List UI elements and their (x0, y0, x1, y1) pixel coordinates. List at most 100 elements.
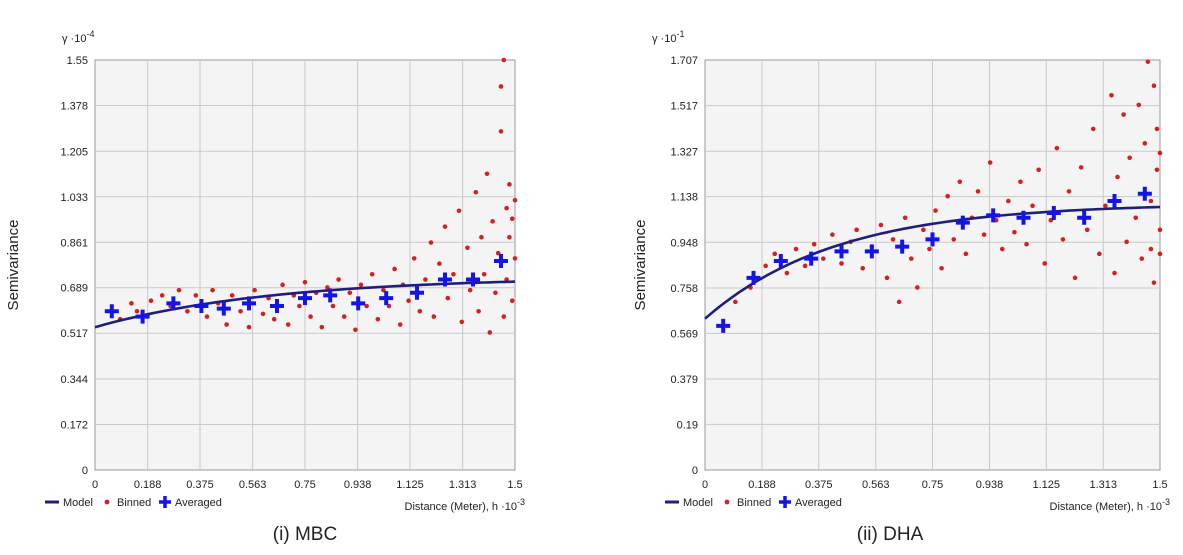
binned-point (1112, 270, 1117, 276)
x-tick-label: 0.938 (976, 479, 1004, 491)
binned-point (252, 287, 257, 293)
binned-point (369, 271, 375, 277)
binned-point (473, 189, 479, 195)
binned-point (854, 227, 859, 233)
binned-point (411, 256, 417, 261)
binned-point (1142, 141, 1148, 146)
binned-point (957, 179, 963, 185)
binned-point (176, 287, 182, 293)
binned-point (134, 308, 140, 314)
binned-point (1157, 251, 1163, 257)
x-tick-label: 0 (92, 479, 98, 491)
binned-point (148, 298, 154, 304)
binned-point (821, 256, 826, 261)
x-axis-label-exponent: -3 (517, 497, 525, 507)
binned-point (417, 308, 423, 314)
binned-point (280, 282, 285, 288)
binned-point (397, 322, 403, 327)
binned-point (431, 314, 437, 319)
x-tick-label: 0.375 (186, 479, 214, 491)
binned-point (1018, 179, 1023, 185)
averaged-point (773, 254, 788, 269)
binned-point (981, 232, 987, 237)
binned-point (159, 293, 165, 298)
binned-point (1103, 203, 1108, 209)
binned-point (246, 324, 252, 330)
y-tick-label: 1.707 (670, 55, 698, 67)
binned-point (260, 311, 266, 317)
binned-point (512, 256, 518, 261)
binned-point (1157, 227, 1163, 233)
x-tick-label: 1.313 (1090, 479, 1118, 491)
binned-point (437, 261, 442, 266)
binned-point (392, 266, 397, 272)
averaged-point (466, 272, 480, 287)
binned-point (476, 308, 481, 314)
binned-point (793, 246, 799, 252)
y-tick-label: 1.517 (670, 101, 698, 113)
binned-point (1024, 241, 1029, 247)
binned-point (498, 84, 504, 89)
x-tick-label: 0.563 (239, 479, 267, 491)
binned-point (884, 275, 890, 281)
binned-point (347, 290, 353, 296)
y-axis-label: Semivariance (5, 220, 22, 311)
averaged-point (1046, 205, 1061, 220)
binned-point (915, 285, 920, 290)
binned-point (507, 182, 512, 187)
averaged-point (895, 239, 910, 254)
averaged-point (986, 208, 1001, 223)
binned-point (987, 160, 993, 165)
binned-point (1090, 126, 1096, 132)
averaged-point (270, 299, 284, 313)
binned-point (285, 322, 291, 327)
binned-point (465, 245, 470, 251)
x-tick-label: 0.75 (922, 479, 943, 491)
legend-averaged-swatch (779, 496, 791, 508)
legend-binned-swatch (104, 499, 110, 505)
binned-point (490, 219, 495, 224)
binned-point (467, 287, 473, 293)
binned-point (921, 227, 926, 233)
x-tick-label: 0.188 (748, 479, 776, 491)
y-tick-label: 0.758 (670, 283, 698, 295)
binned-point (896, 299, 902, 305)
x-tick-label: 0.75 (294, 479, 315, 491)
averaged-point (298, 291, 312, 306)
binned-point (210, 287, 215, 293)
averaged-point (716, 318, 731, 333)
y-axis-multiplier-exponent: -1 (676, 29, 684, 39)
semivariogram-panel-mbc: 0 0.172 0.344 0.517 0.689 0.861 1.033 1.205 1.37… (0, 0, 560, 525)
binned-point (493, 290, 498, 296)
binned-point (878, 222, 884, 228)
averaged-point (135, 309, 150, 324)
binned-point (479, 234, 484, 240)
averaged-point (925, 232, 940, 247)
binned-point (1054, 145, 1060, 151)
averaged-point (438, 272, 452, 287)
binned-point (459, 319, 465, 325)
averaged-point (242, 296, 256, 311)
semivariogram-chart-dha: 0 0.19 0.379 0.569 0.758 0.948 1.138 1.327 1.517… (632, 29, 1170, 513)
binned-point (358, 282, 364, 288)
binned-point (908, 256, 914, 261)
y-tick-label: 0.172 (60, 420, 88, 432)
averaged-point (1016, 210, 1031, 225)
x-tick-label: 1.5 (1152, 479, 1167, 491)
binned-point (933, 208, 938, 213)
binned-point (512, 197, 518, 203)
binned-point (1157, 150, 1163, 156)
binned-point (481, 271, 487, 277)
binned-point (1006, 198, 1011, 204)
binned-point (302, 279, 308, 285)
binned-point (129, 301, 134, 306)
binned-point (297, 303, 302, 309)
y-axis-multiplier: γ ·10-4 (62, 29, 94, 45)
binned-point (1078, 165, 1084, 170)
averaged-point (323, 288, 338, 303)
binned-point (1136, 102, 1142, 108)
binned-point (1036, 167, 1041, 173)
binned-point (507, 234, 512, 240)
binned-point (238, 308, 243, 314)
binned-point (1127, 155, 1132, 161)
